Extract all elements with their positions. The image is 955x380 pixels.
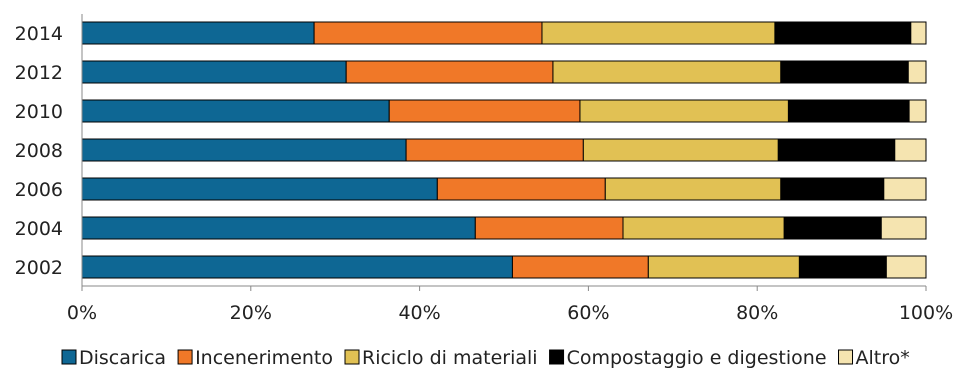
bar-segment-2012-s2 bbox=[552, 60, 782, 84]
bar-segment-2004-s3 bbox=[783, 216, 882, 240]
y-tick-label: 2014 bbox=[15, 23, 63, 45]
bar-segment-2010-s0 bbox=[81, 99, 390, 123]
bar-row-2014 bbox=[81, 21, 927, 45]
legend-label: Riciclo di materiali bbox=[362, 347, 538, 369]
legend-swatch bbox=[344, 349, 360, 365]
bar-segment-2014-s2 bbox=[541, 21, 776, 45]
x-tick-label: 0% bbox=[67, 302, 97, 324]
bar-segment-2004-s4 bbox=[880, 216, 927, 240]
bar-segment-2008-s4 bbox=[894, 138, 927, 162]
bar-row-2002 bbox=[81, 255, 927, 279]
bar-segment-2014-s0 bbox=[81, 21, 315, 45]
y-tick-label: 2006 bbox=[15, 179, 63, 201]
y-tick-label: 2002 bbox=[15, 257, 63, 279]
bar-segment-2014-s1 bbox=[313, 21, 543, 45]
bar-segment-2002-s0 bbox=[81, 255, 513, 279]
bar-segment-2010-s2 bbox=[579, 99, 789, 123]
bar-segment-2012-s3 bbox=[780, 60, 909, 84]
y-tick-label: 2010 bbox=[15, 101, 63, 123]
legend-swatch bbox=[549, 349, 565, 365]
bar-segment-2004-s0 bbox=[81, 216, 476, 240]
bar-row-2010 bbox=[81, 99, 927, 123]
legend-label: Discarica bbox=[79, 347, 166, 369]
bar-segment-2012-s0 bbox=[81, 60, 347, 84]
bar-segment-2006-s4 bbox=[883, 177, 927, 201]
bar-segment-2014-s4 bbox=[910, 21, 927, 45]
legend-label: Compostaggio e digestione bbox=[567, 347, 827, 369]
y-tick-label: 2008 bbox=[15, 140, 63, 162]
legend-label: Altro* bbox=[856, 347, 910, 369]
legend-swatch bbox=[838, 349, 854, 365]
legend-item: Riciclo di materiali bbox=[344, 347, 538, 369]
bars-layer bbox=[81, 21, 927, 279]
bar-segment-2002-s4 bbox=[885, 255, 927, 279]
legend-item: Incenerimento bbox=[177, 347, 333, 369]
bar-segment-2002-s1 bbox=[511, 255, 649, 279]
bar-segment-2010-s1 bbox=[388, 99, 581, 123]
x-tick-label: 60% bbox=[567, 302, 609, 324]
bar-segment-2012-s4 bbox=[907, 60, 927, 84]
legend-swatch bbox=[177, 349, 193, 365]
bar-segment-2006-s0 bbox=[81, 177, 438, 201]
y-tick-label: 2012 bbox=[15, 62, 63, 84]
bar-row-2008 bbox=[81, 138, 927, 162]
bar-segment-2006-s1 bbox=[436, 177, 606, 201]
bar-segment-2014-s3 bbox=[774, 21, 912, 45]
x-tick-label: 40% bbox=[398, 302, 440, 324]
x-tick-label: 80% bbox=[736, 302, 778, 324]
legend-item: Discarica bbox=[61, 347, 166, 369]
bar-segment-2004-s2 bbox=[622, 216, 785, 240]
bar-segment-2008-s0 bbox=[81, 138, 407, 162]
bar-row-2012 bbox=[81, 60, 927, 84]
bar-segment-2010-s3 bbox=[787, 99, 910, 123]
bar-segment-2004-s1 bbox=[474, 216, 624, 240]
bar-segment-2002-s3 bbox=[798, 255, 887, 279]
bar-row-2006 bbox=[81, 177, 927, 201]
axes-layer: 2014 2012 2010 2008 2006 2004 2002 0% 20% 40% 60% 8… bbox=[15, 14, 953, 324]
legend-swatch bbox=[61, 349, 77, 365]
x-tick-label: 100% bbox=[899, 302, 953, 324]
legend-item: Altro* bbox=[838, 347, 910, 369]
legend-label: Incenerimento bbox=[195, 347, 333, 369]
legend: Discarica Incenerimento Riciclo di materia… bbox=[61, 347, 910, 369]
y-tick-label: 2004 bbox=[15, 218, 63, 240]
bar-segment-2012-s1 bbox=[345, 60, 554, 84]
legend-item: Compostaggio e digestione bbox=[549, 347, 827, 369]
bar-segment-2008-s3 bbox=[777, 138, 896, 162]
bar-segment-2008-s1 bbox=[405, 138, 584, 162]
bar-segment-2006-s2 bbox=[604, 177, 782, 201]
bar-segment-2006-s3 bbox=[780, 177, 885, 201]
bar-row-2004 bbox=[81, 216, 927, 240]
x-tick-label: 20% bbox=[230, 302, 272, 324]
bar-segment-2008-s2 bbox=[582, 138, 779, 162]
bar-segment-2002-s2 bbox=[647, 255, 800, 279]
bar-segment-2010-s4 bbox=[908, 99, 927, 123]
